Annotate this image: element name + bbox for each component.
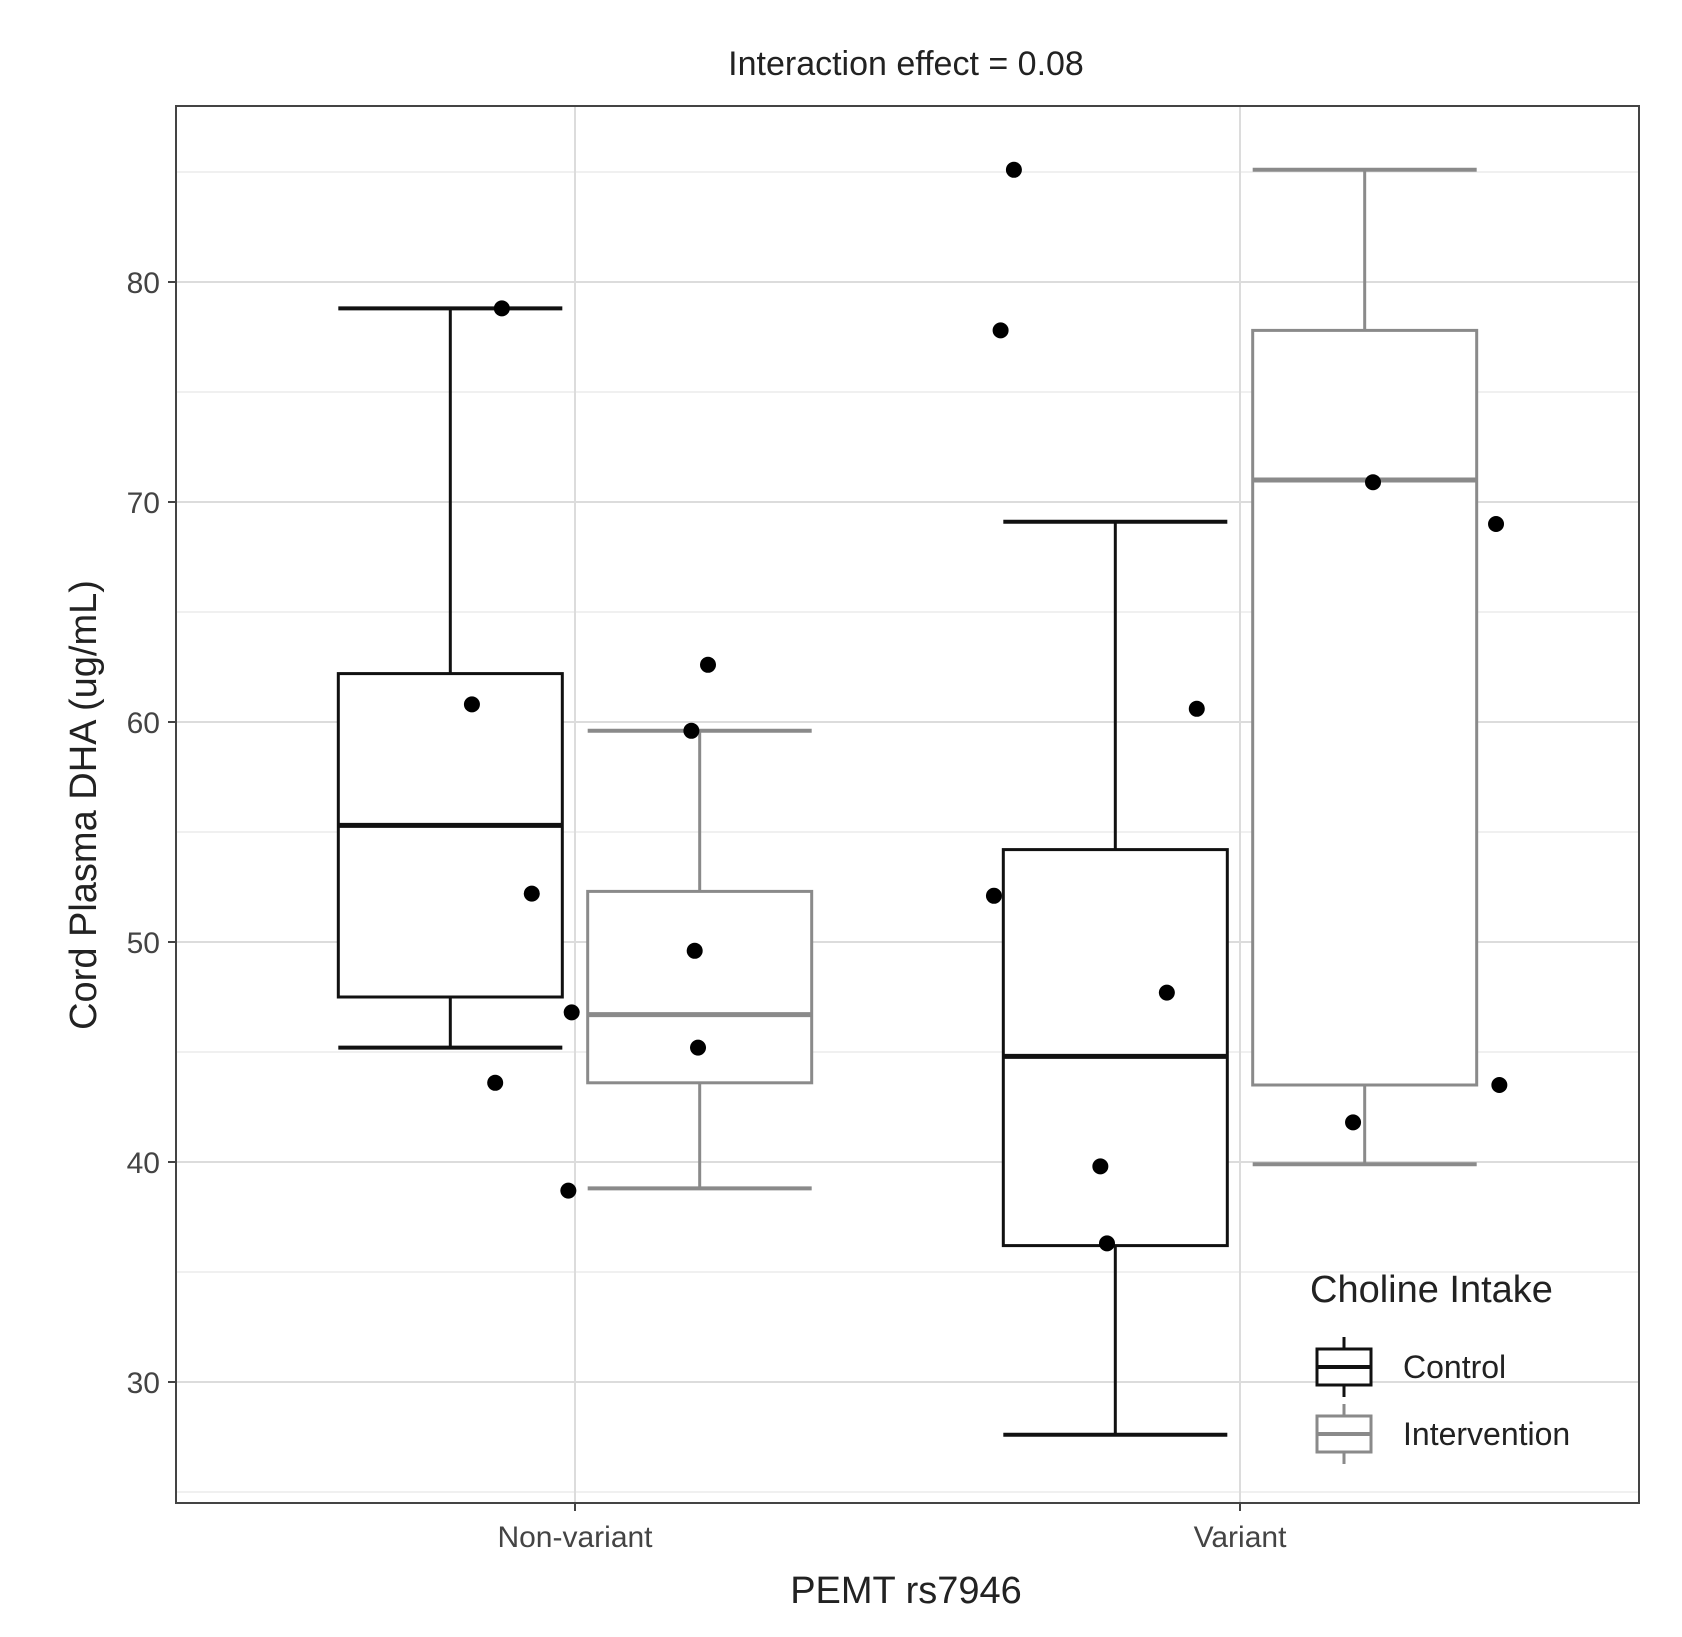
box-iqr — [1001, 848, 1229, 1248]
data-point — [992, 322, 1009, 339]
y-tick-label: 80 — [127, 267, 160, 300]
data-point — [690, 1039, 707, 1056]
box-iqr — [336, 672, 564, 999]
data-point — [1488, 516, 1505, 532]
boxes — [336, 167, 1479, 1437]
data-point — [1345, 1114, 1362, 1131]
y-axis-title: Cord Plasma DHA (ug/mL) — [63, 580, 105, 1030]
data-point — [1188, 700, 1205, 717]
legend-title: Choline Intake — [1310, 1269, 1553, 1311]
y-tick-label: 30 — [127, 1367, 160, 1400]
axes: 30 40 50 60 70 80 Non-variant Variant — [127, 267, 1287, 1554]
data-point — [523, 885, 540, 902]
data-point — [1092, 1158, 1109, 1175]
y-tick-label: 60 — [127, 707, 160, 740]
x-axis-title: PEMT rs7946 — [790, 1570, 1022, 1612]
x-tick-label: Variant — [1194, 1521, 1287, 1554]
data-point — [686, 942, 703, 959]
data-point — [700, 656, 716, 673]
chart-title: Interaction effect = 0.08 — [728, 45, 1084, 83]
data-point — [985, 887, 1002, 904]
data-point — [1491, 1077, 1508, 1093]
box-iqr — [1251, 328, 1479, 1087]
data-point — [487, 1074, 504, 1091]
y-tick-label: 40 — [127, 1147, 160, 1180]
data-point — [1099, 1235, 1115, 1252]
y-tick-label: 50 — [127, 927, 160, 960]
legend-label: Intervention — [1403, 1416, 1570, 1452]
legend: Choline Intake Control Intervention — [1310, 1269, 1570, 1464]
data-point — [493, 300, 510, 317]
data-point — [560, 1182, 577, 1199]
x-tick-label: Non-variant — [497, 1521, 653, 1554]
data-point — [563, 1004, 580, 1021]
data-point — [1365, 474, 1381, 491]
data-point — [683, 722, 700, 739]
data-point — [1158, 984, 1175, 1001]
legend-label: Control — [1403, 1349, 1506, 1385]
data-point — [463, 696, 480, 713]
data-point — [1005, 161, 1022, 178]
plot-panel-border — [175, 105, 1640, 1504]
data-points — [463, 161, 1508, 1252]
y-tick-label: 70 — [127, 487, 160, 520]
